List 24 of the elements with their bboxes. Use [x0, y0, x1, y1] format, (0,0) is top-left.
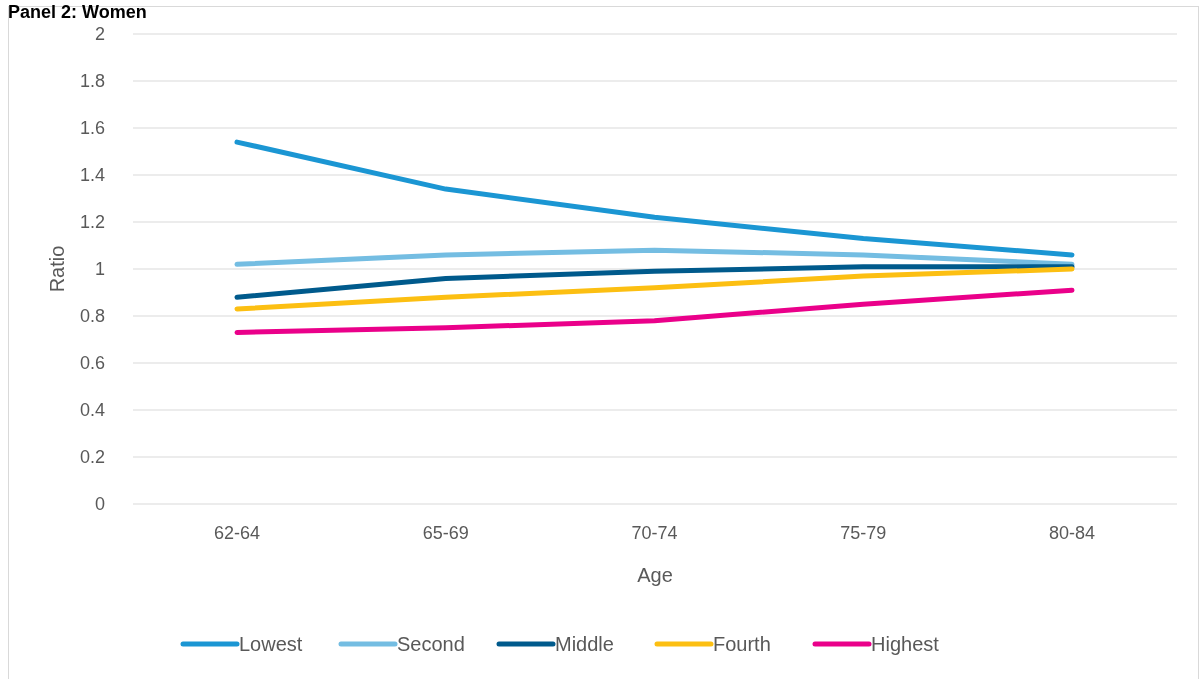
legend-label: Middle [555, 633, 614, 655]
legend-label: Lowest [239, 633, 303, 655]
y-axis-title: Ratio [46, 245, 68, 293]
y-tick-label: 1 [94, 259, 105, 280]
y-tick-label: 2 [94, 24, 105, 45]
x-tick-label: 75-79 [840, 523, 887, 543]
x-tick-label: 80-84 [1048, 523, 1096, 543]
chart-title: Panel 2: Women [8, 2, 147, 22]
y-tick-label: 0.6 [79, 353, 105, 374]
y-tick-label: 0.8 [79, 306, 105, 327]
y-tick-label: 1.6 [79, 118, 105, 139]
y-tick-label: 0.2 [79, 447, 105, 468]
y-tick-label: 0 [94, 494, 105, 515]
legend-label: Second [397, 633, 465, 655]
legend-label: Fourth [713, 633, 771, 655]
x-tick-label: 62-64 [213, 523, 261, 543]
x-tick-label: 70-74 [631, 523, 678, 543]
legend-label: Highest [871, 633, 940, 655]
y-tick-label: 1.8 [79, 71, 105, 92]
y-tick-label: 1.4 [79, 165, 105, 186]
x-axis-title: Age [637, 564, 673, 586]
y-tick-label: 1.2 [79, 212, 105, 233]
y-tick-label: 0.4 [79, 400, 105, 421]
x-tick-label: 65-69 [422, 523, 469, 543]
